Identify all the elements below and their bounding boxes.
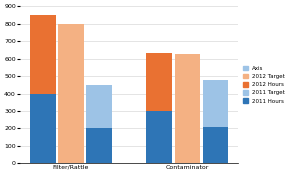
Bar — [175, 54, 200, 163]
Bar — [86, 128, 112, 163]
Bar — [30, 15, 55, 94]
Bar — [58, 24, 84, 163]
Bar — [146, 53, 172, 111]
Bar — [203, 80, 228, 127]
Bar — [146, 111, 172, 163]
Bar — [86, 85, 112, 128]
Bar — [30, 94, 55, 163]
Bar — [203, 127, 228, 163]
Legend: Axis, 2012 Target, 2012 Hours, 2011 Target, 2011 Hours: Axis, 2012 Target, 2012 Hours, 2011 Targ… — [243, 66, 285, 104]
